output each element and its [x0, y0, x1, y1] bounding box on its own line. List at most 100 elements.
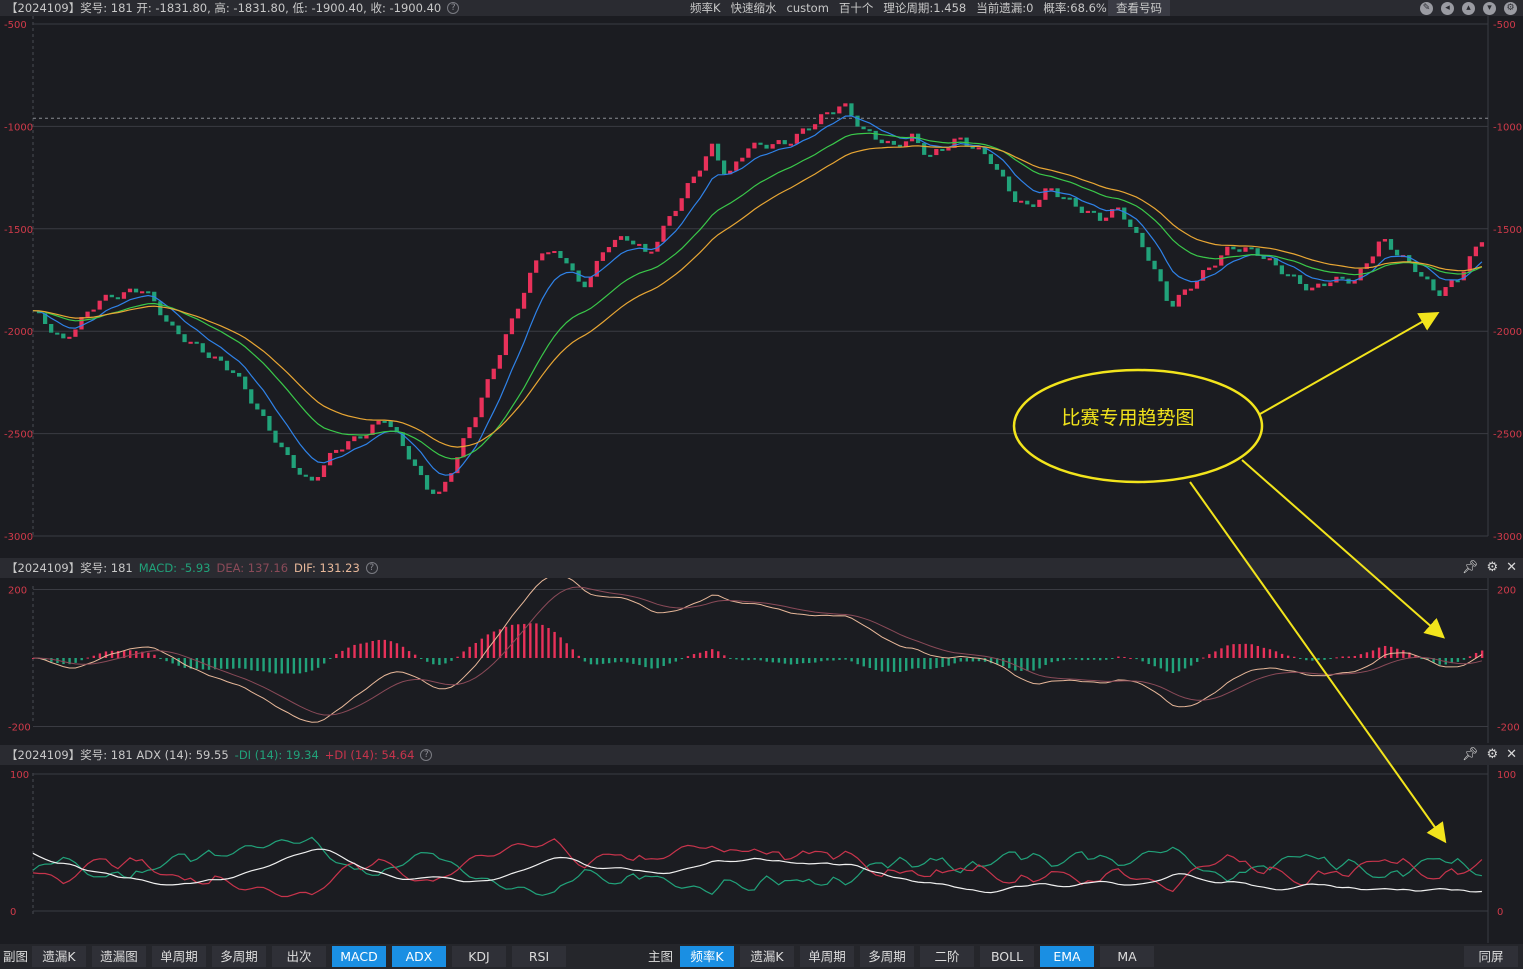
main-chart-button-4[interactable]: 二阶	[920, 946, 974, 967]
close-icon[interactable]: ✕	[1506, 747, 1517, 762]
sub-chart-button-1[interactable]: 遗漏图	[92, 946, 146, 967]
macd-bar	[323, 658, 326, 664]
macd-bar	[1111, 658, 1114, 659]
adx-chart[interactable]: 100 100 0 0	[0, 765, 1523, 943]
minus-di-line	[32, 836, 1483, 896]
candle-up	[334, 449, 339, 453]
candle-down	[988, 154, 993, 165]
macd-bar	[1456, 658, 1460, 662]
up-icon[interactable]: ▴	[1462, 1, 1475, 15]
candle-down	[782, 140, 787, 145]
main-chart-button-3[interactable]: 多周期	[860, 946, 914, 967]
main-chart-button-0[interactable]: 频率K	[680, 946, 734, 967]
macd-bar	[523, 623, 526, 658]
candle-up	[600, 252, 605, 261]
macd-bar	[1147, 658, 1150, 665]
candle-down	[1273, 258, 1278, 266]
macd-bar	[1474, 652, 1478, 658]
sub-chart-button-2[interactable]: 单周期	[152, 946, 206, 967]
help-icon[interactable]: ?	[447, 2, 460, 14]
minus-di-value: -DI (14): 19.34	[234, 748, 319, 762]
lookup-numbers-button[interactable]: 查看号码	[1108, 0, 1170, 16]
macd-bar	[298, 658, 302, 674]
candle-down	[431, 489, 436, 494]
sub-chart-button-3[interactable]: 多周期	[212, 946, 266, 967]
macd-bar	[844, 658, 847, 660]
macd-bar	[1171, 658, 1175, 674]
macd-help-icon[interactable]: ?	[365, 562, 378, 574]
main-candle-chart[interactable]: -500 -500 -1000 -1000 -1500 -1500 -2000 -2000 -2…	[0, 16, 1523, 556]
candle-up	[370, 424, 375, 435]
y-tick-left: -2000	[4, 327, 33, 338]
candle-down	[1231, 246, 1236, 250]
down-icon[interactable]: ▾	[1483, 1, 1496, 15]
header-item-5: 当前遗漏:0	[976, 1, 1034, 15]
macd-bar	[1129, 657, 1132, 659]
macd-bar	[183, 658, 186, 668]
candle-up	[770, 144, 775, 149]
candle-up	[73, 329, 78, 337]
macd-chart[interactable]: 200 200 -200 -200	[0, 578, 1523, 743]
sub-chart-button-0[interactable]: 遗漏K	[32, 946, 86, 967]
macd-bar	[1293, 656, 1296, 658]
macd-bar	[783, 658, 787, 664]
macd-bar	[492, 631, 496, 658]
main-chart-label: 主图	[648, 949, 674, 964]
close-icon[interactable]: ✕	[1506, 560, 1517, 575]
macd-bar	[498, 629, 502, 658]
adx-tick-left: 0	[10, 907, 16, 918]
candle-up	[685, 183, 690, 199]
macd-bar	[213, 658, 217, 670]
candle-down	[564, 258, 569, 264]
sub-chart-button-4[interactable]: 出次	[272, 946, 326, 967]
macd-bar	[753, 658, 756, 660]
macd-bar	[268, 658, 271, 673]
sub-chart-button-8[interactable]: RSI	[512, 946, 566, 967]
adx-help-icon[interactable]: ?	[420, 749, 433, 761]
candle-down	[994, 164, 1000, 170]
main-chart-button-1[interactable]: 遗漏K	[740, 946, 794, 967]
back-icon[interactable]: ◂	[1441, 1, 1454, 15]
macd-bar	[601, 658, 605, 664]
ohlc-info: 【2024109】奖号: 181 开: -1831.80, 高: -1831.8…	[6, 1, 442, 15]
macd-bar	[729, 658, 732, 659]
candle-up	[734, 161, 739, 171]
settings-icon[interactable]: ⚙	[1504, 1, 1517, 15]
annotation-ellipse	[1012, 368, 1264, 484]
pin-icon[interactable]: 📌︎	[1461, 747, 1479, 762]
macd-bar	[1256, 645, 1260, 658]
main-chart-button-5[interactable]: BOLL	[980, 946, 1034, 967]
candle-down	[570, 263, 575, 271]
pin-icon[interactable]: 📌︎	[1461, 560, 1479, 575]
settings-icon[interactable]: ⚙	[1486, 747, 1499, 762]
candle-down	[1158, 269, 1163, 282]
adx-tick-right: 0	[1497, 907, 1503, 918]
candle-up	[752, 142, 757, 149]
macd-bar	[1153, 658, 1156, 667]
macd-bar	[1177, 658, 1181, 672]
sub-chart-button-5[interactable]: MACD	[332, 946, 386, 967]
candle-down	[394, 427, 399, 433]
candle-up	[655, 241, 660, 252]
main-chart-button-2[interactable]: 单周期	[800, 946, 854, 967]
macd-bar	[250, 658, 253, 671]
candle-up	[1037, 199, 1042, 207]
sub-chart-button-7[interactable]: KDJ	[452, 946, 506, 967]
macd-bar	[814, 658, 817, 663]
settings-icon[interactable]: ⚙	[1486, 560, 1499, 575]
candle-down	[424, 475, 430, 490]
sub-chart-button-6[interactable]: ADX	[392, 946, 446, 967]
macd-bar	[359, 643, 362, 658]
edit-icon[interactable]: ✎	[1420, 1, 1433, 15]
main-chart-button-6[interactable]: EMA	[1040, 946, 1094, 967]
split-screen-button[interactable]: 同屏	[1464, 946, 1518, 967]
main-chart-button-7[interactable]: MA	[1100, 946, 1154, 967]
macd-bar	[383, 639, 387, 658]
candle-down	[303, 474, 308, 477]
candle-up	[679, 198, 684, 211]
candle-up	[467, 427, 472, 439]
macd-bar	[1056, 658, 1059, 662]
candle-up	[85, 311, 90, 317]
candle-up	[473, 417, 478, 428]
candle-down	[1000, 169, 1006, 177]
